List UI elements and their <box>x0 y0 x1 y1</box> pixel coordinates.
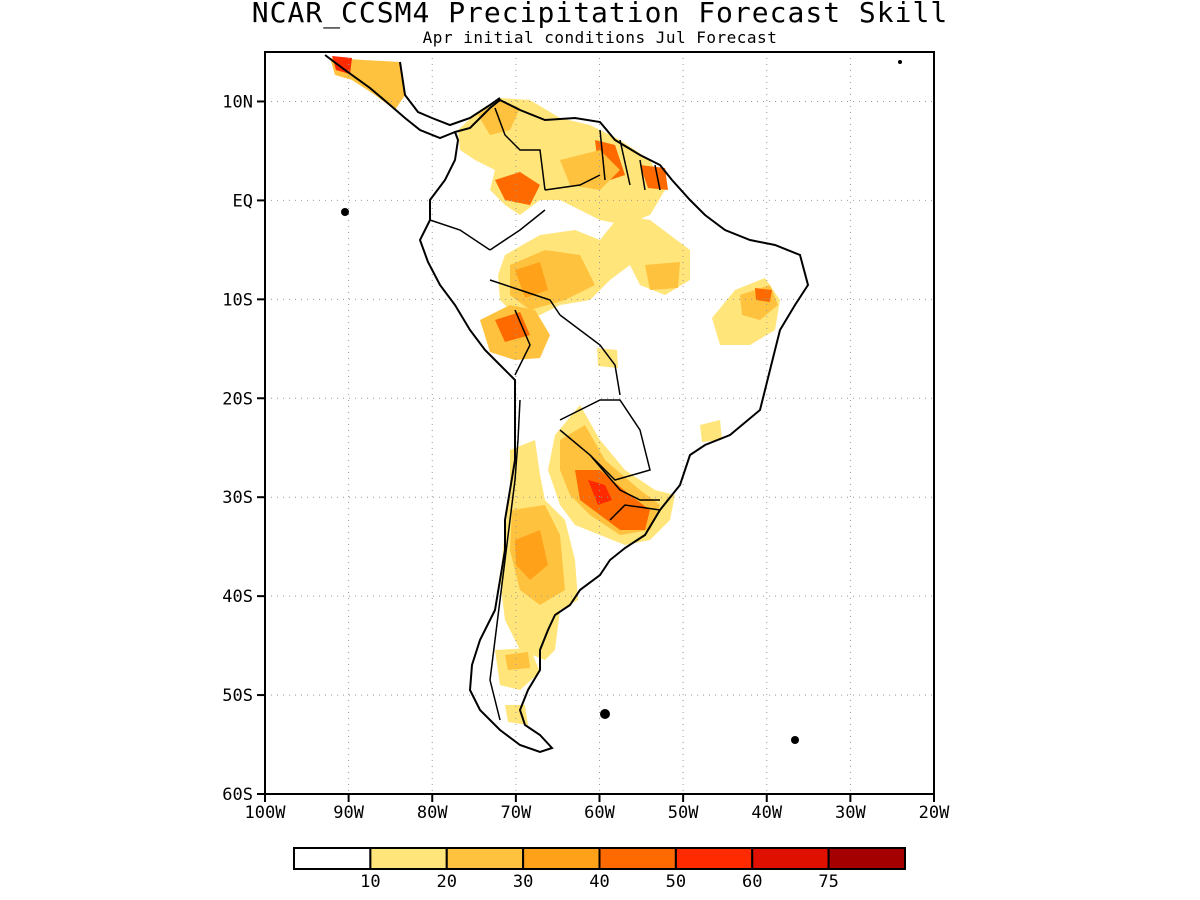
island-south-georgia <box>791 736 799 744</box>
map-title: NCAR_CCSM4 Precipitation Forecast Skill <box>251 0 949 29</box>
map-grid <box>265 52 934 794</box>
skill-patch-central-america-high <box>332 56 352 74</box>
lon-tick-label: 70W <box>501 803 532 823</box>
island-falklands <box>600 709 610 719</box>
border-peru-brazil <box>489 279 561 316</box>
coastline-south-america <box>418 98 810 754</box>
colorbar-box <box>369 847 448 870</box>
lat-tick-label: 40S <box>222 587 253 607</box>
colorbar-box <box>522 847 601 870</box>
colorbar-box <box>751 847 830 870</box>
lat-tick-label: 60S <box>222 785 253 805</box>
colorbar-label: 20 <box>437 872 457 892</box>
skill-patch-guianas-east <box>640 165 668 190</box>
lat-tick-label: 10S <box>222 290 253 310</box>
colorbar-box <box>445 847 525 870</box>
island-galapagos <box>341 208 349 216</box>
country-borders <box>429 107 661 721</box>
islands <box>341 60 902 744</box>
colorbar-label: 75 <box>818 872 838 892</box>
lon-tick-label: 60W <box>584 803 615 823</box>
colorbar-label: 60 <box>742 872 762 892</box>
coastlines <box>324 54 810 754</box>
border-argentina-brazil <box>589 454 660 501</box>
skill-patch-amazon-east <box>645 262 680 290</box>
lon-tick-label: 40W <box>751 803 782 823</box>
border-uruguay <box>609 504 661 521</box>
lat-tick-label: 30S <box>222 488 253 508</box>
skill-patch-bolivia-high <box>495 312 530 342</box>
skill-patch-andes-high <box>515 530 548 580</box>
coastline-central-america <box>324 54 456 140</box>
border-venezuela-brazil <box>544 174 601 191</box>
lat-tick-label: 10N <box>222 92 253 112</box>
skill-patch-laplata-peak <box>588 480 612 505</box>
island-small <box>898 60 902 64</box>
skill-patch-patagonia-mid <box>505 652 530 670</box>
colorbar-box <box>827 847 906 870</box>
border-chile-argentina <box>489 399 521 721</box>
colorbar-box <box>674 847 754 870</box>
colorbar-box <box>293 847 372 870</box>
border-colombia-peru <box>489 209 546 251</box>
lon-tick-label: 50W <box>668 803 699 823</box>
colorbar-label: 30 <box>513 872 533 892</box>
lon-tick-label: 100W <box>245 803 287 823</box>
colorbar-label: 10 <box>360 872 380 892</box>
skill-patch-colombia-high <box>495 172 540 205</box>
lat-tick-label: 20S <box>222 389 253 409</box>
map-subtitle: Apr initial conditions Jul Forecast <box>422 28 778 47</box>
border-colombia-venezuela <box>494 107 546 191</box>
border-peru-bolivia <box>514 309 531 376</box>
coastline-caribbean <box>399 61 501 127</box>
skill-patch-ne-brazil-high <box>755 288 772 302</box>
lon-tick-label: 20W <box>919 803 950 823</box>
lon-tick-label: 90W <box>333 803 364 823</box>
skill-patch-se-brazil <box>700 420 722 442</box>
skill-patch-tierra-del-fuego <box>505 705 528 725</box>
border-bolivia-brazil <box>559 314 621 396</box>
colorbar-label: 40 <box>589 872 609 892</box>
border-guianas <box>599 129 661 191</box>
colorbar-label: 50 <box>666 872 686 892</box>
colorbar-box <box>598 847 677 870</box>
lon-tick-label: 30W <box>835 803 866 823</box>
skill-patch-peru-high <box>515 262 548 298</box>
skill-shading <box>330 56 780 725</box>
lat-tick-label: 50S <box>222 686 253 706</box>
lon-tick-label: 80W <box>417 803 448 823</box>
border-ecuador-peru <box>429 219 491 251</box>
colorbar: 10 20 30 40 50 60 75 <box>293 847 906 892</box>
lat-tick-label: EQ <box>233 191 253 211</box>
